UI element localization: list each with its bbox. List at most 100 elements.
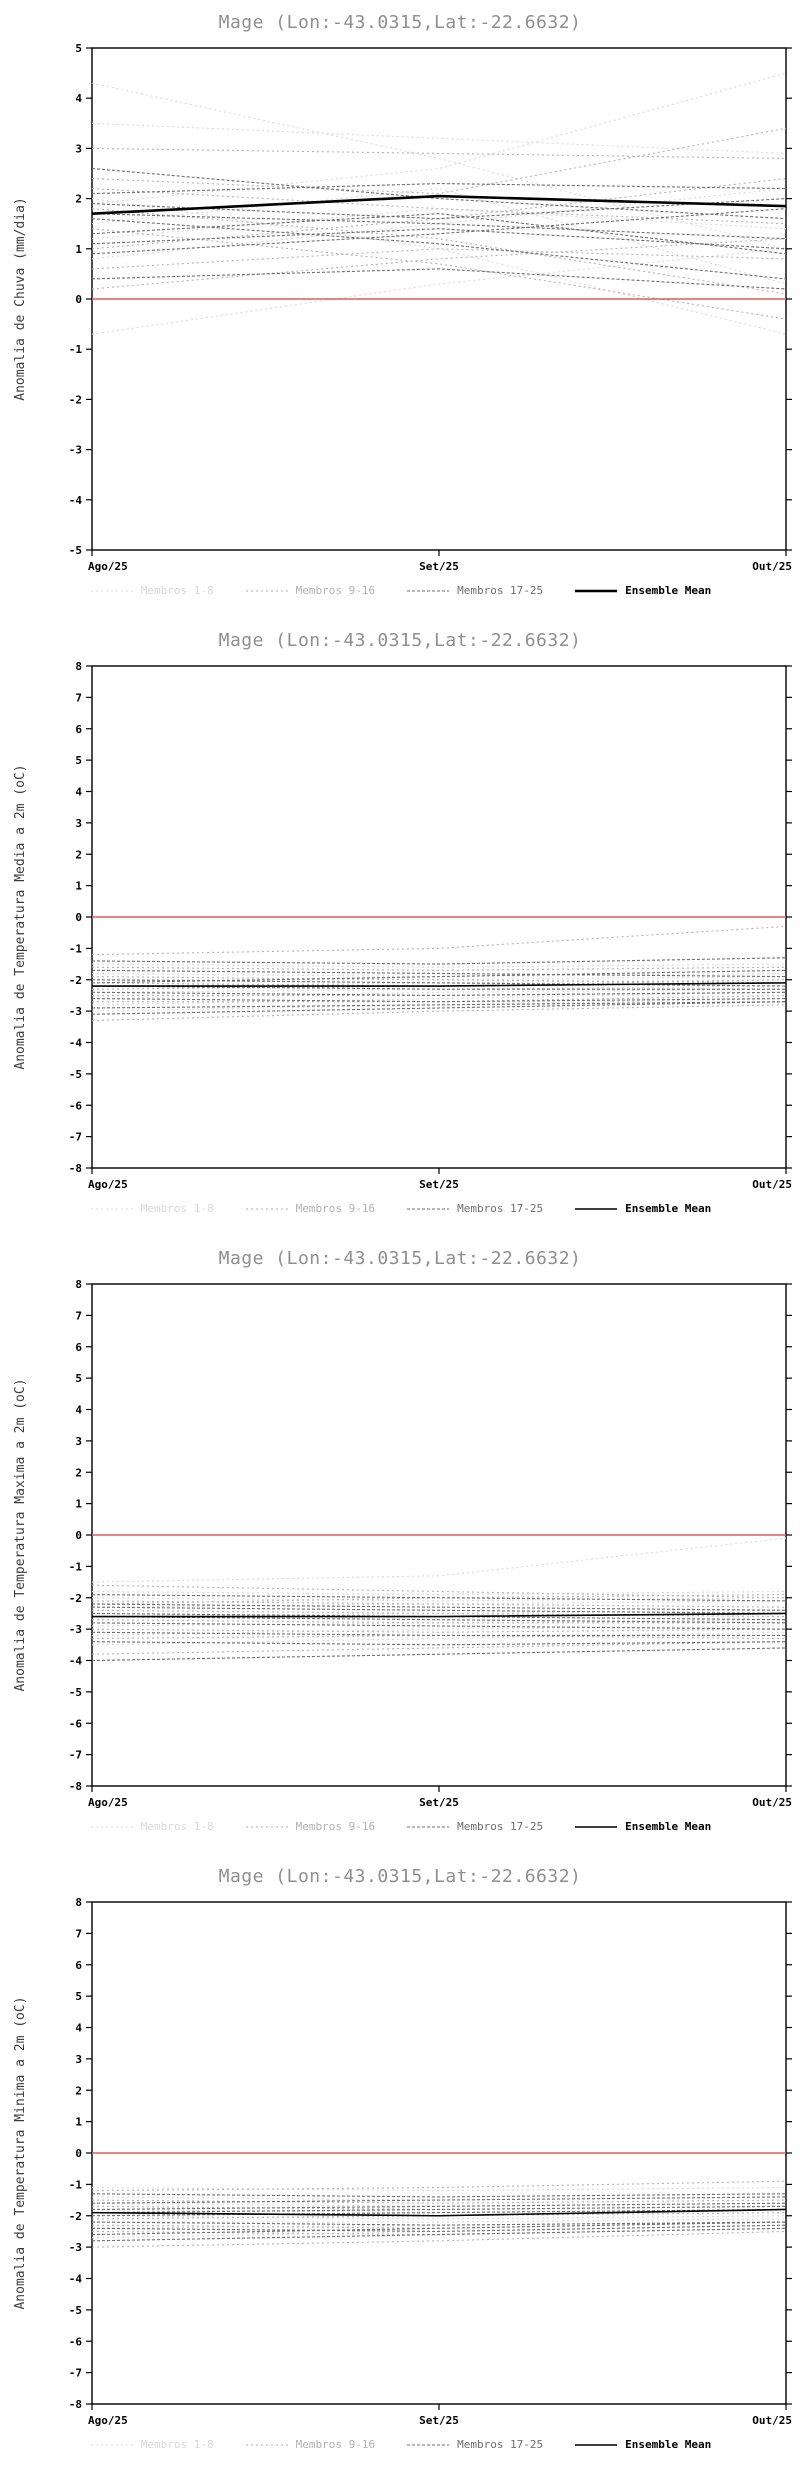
svg-text:1: 1 [75,243,82,256]
svg-text:8: 8 [75,1896,82,1909]
svg-text:-3: -3 [69,1005,82,1018]
chart-plot: -8 -7 -6 -5 -4 -3 -2 -1 0 1 2 3 4 5 6 7 8 Ago/25 Set/25 Out… [13,1896,792,2427]
ensemble-member-line [91,979,787,987]
legend-item: Membros 1-8 [89,584,214,597]
legend-line-sample [245,2443,288,2446]
ensemble-member-line [91,1634,787,1640]
ensemble-member-line [91,963,787,968]
ensemble-member-line [91,2221,787,2229]
ensemble-member-line [91,991,787,1006]
ensemble-member-line [92,994,787,1003]
ensemble-member-line [91,218,787,280]
legend-item: Membros 1-8 [89,1202,214,1215]
chart-block: Mage (Lon:-43.0315,Lat:-22.6632) -8 -7 -6-… [0,618,800,1236]
chart-plot: -8 -7 -6 -5 -4 -3 -2 -1 0 1 2 3 4 5 6 7 8 Ago/25 Set/25 Out… [13,1278,792,1809]
svg-text:4: 4 [75,92,82,105]
ensemble-member-line [91,2196,787,2201]
x-tick-label: Ago/25 [88,1796,128,1809]
chart-block: Mage (Lon:-43.0315,Lat:-22.6632) -8 -7 -6-… [0,1854,800,2472]
legend-line-sample [575,1207,618,1210]
ensemble-mean-line [91,194,787,215]
ensemble-member-line [91,1603,787,1611]
legend-label: Membros 9-16 [295,1202,376,1215]
ensemble-member-line [91,979,787,990]
ensemble-member-line [91,1597,787,1602]
legend-label: Membros 17-25 [457,1820,544,1833]
ensemble-member-line [91,1641,787,1655]
legend-label: Membros 9-16 [295,584,376,597]
svg-text:-6: -6 [69,1717,83,1730]
svg-text:-3: -3 [69,2241,82,2254]
ensemble-member-line [91,188,787,225]
svg-text:-2: -2 [69,974,82,987]
ensemble-member-line [91,1619,787,1627]
legend-line-sample [407,1207,450,1210]
ensemble-member-line [91,1600,787,1608]
ensemble-member-line [91,991,787,996]
svg-text:6: 6 [75,1959,82,1972]
svg-text:-4: -4 [69,2273,83,2286]
ensemble-member-line [91,167,787,220]
legend-line-sample [90,2443,133,2446]
svg-text:4: 4 [75,2022,82,2035]
ensemble-member-line [91,1594,787,1602]
svg-text:-6: -6 [69,2335,83,2348]
svg-text:-4: -4 [69,494,83,507]
ensemble-member-line [91,1616,787,1624]
chart-legend: Membros 1-8 Membros 9-16 Membros 17-25 Ense… [0,1202,800,1215]
x-tick-label: Out/25 [752,1178,792,1191]
ensemble-member-line [91,127,787,195]
chart-title: Mage (Lon:-43.0315,Lat:-22.6632) [218,1866,582,1887]
svg-text:1: 1 [75,880,82,893]
ensemble-member-line [91,2221,787,2236]
svg-text:-5: -5 [69,544,82,557]
ensemble-member-line [91,966,787,971]
chart-title: Mage (Lon:-43.0315,Lat:-22.6632) [218,1248,582,1269]
svg-text:-5: -5 [69,1068,82,1081]
ensemble-member-line [91,988,787,1000]
x-tick-label: Out/25 [752,1796,792,1809]
svg-text:-3: -3 [69,1623,82,1636]
legend-item: Membros 17-25 [405,2438,543,2451]
legend-line-sample [407,2443,450,2446]
chart-legend: Membros 1-8 Membros 9-16 Membros 17-25 Ense… [0,584,800,597]
y-axis-label: Anomalia de Temperatura Media a 2m (oC) [13,764,28,1069]
legend-line-sample [575,2443,618,2446]
svg-text:-1: -1 [69,2178,83,2191]
ensemble-member-line [91,147,787,159]
ensemble-member-line [91,2199,787,2204]
ensemble-member-line [91,1609,787,1618]
y-axis-label: Anomalia de Chuva (mm/dia) [13,197,28,401]
svg-text:-4: -4 [69,1655,83,1668]
legend-line-sample [245,589,288,592]
svg-text:0: 0 [75,293,82,306]
svg-text:3: 3 [75,2053,82,2066]
x-tick-label: Out/25 [752,2414,792,2427]
svg-text:-8: -8 [69,2398,82,2411]
legend-item: Membros 17-25 [405,1820,543,1833]
ensemble-member-line [91,2208,787,2214]
svg-text:4: 4 [75,1404,82,1417]
x-tick-label: Ago/25 [88,1178,128,1191]
ensemble-member-line [91,1622,787,1630]
x-tick-label: Set/25 [419,560,459,573]
ensemble-member-line [92,2218,787,2223]
legend-item: Ensemble Mean [573,2438,711,2451]
ensemble-member-line [91,1625,787,1636]
svg-text:6: 6 [75,1341,82,1354]
ensemble-member-line [91,2208,787,2220]
svg-text:5: 5 [75,42,82,55]
ensemble-member-line [92,976,787,981]
svg-text:-5: -5 [69,2304,82,2317]
chart-title: Mage (Lon:-43.0315,Lat:-22.6632) [218,630,582,651]
ensemble-member-line [91,2202,787,2207]
ensemble-member-line [91,1594,787,1605]
legend-label: Membros 1-8 [140,1820,214,1833]
legend-label: Membros 17-25 [457,2438,544,2451]
ensemble-member-line [91,1537,787,1583]
ensemble-member-line [91,969,787,984]
legend-label: Membros 1-8 [140,2438,214,2451]
legend-line-sample [90,1207,133,1210]
ensemble-member-line [91,248,787,270]
ensemble-member-line [91,1628,787,1633]
